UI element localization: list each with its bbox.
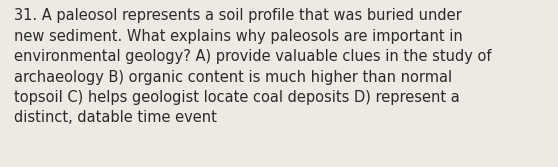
Text: 31. A paleosol represents a soil profile that was buried under
new sediment. Wha: 31. A paleosol represents a soil profile…	[14, 8, 492, 125]
